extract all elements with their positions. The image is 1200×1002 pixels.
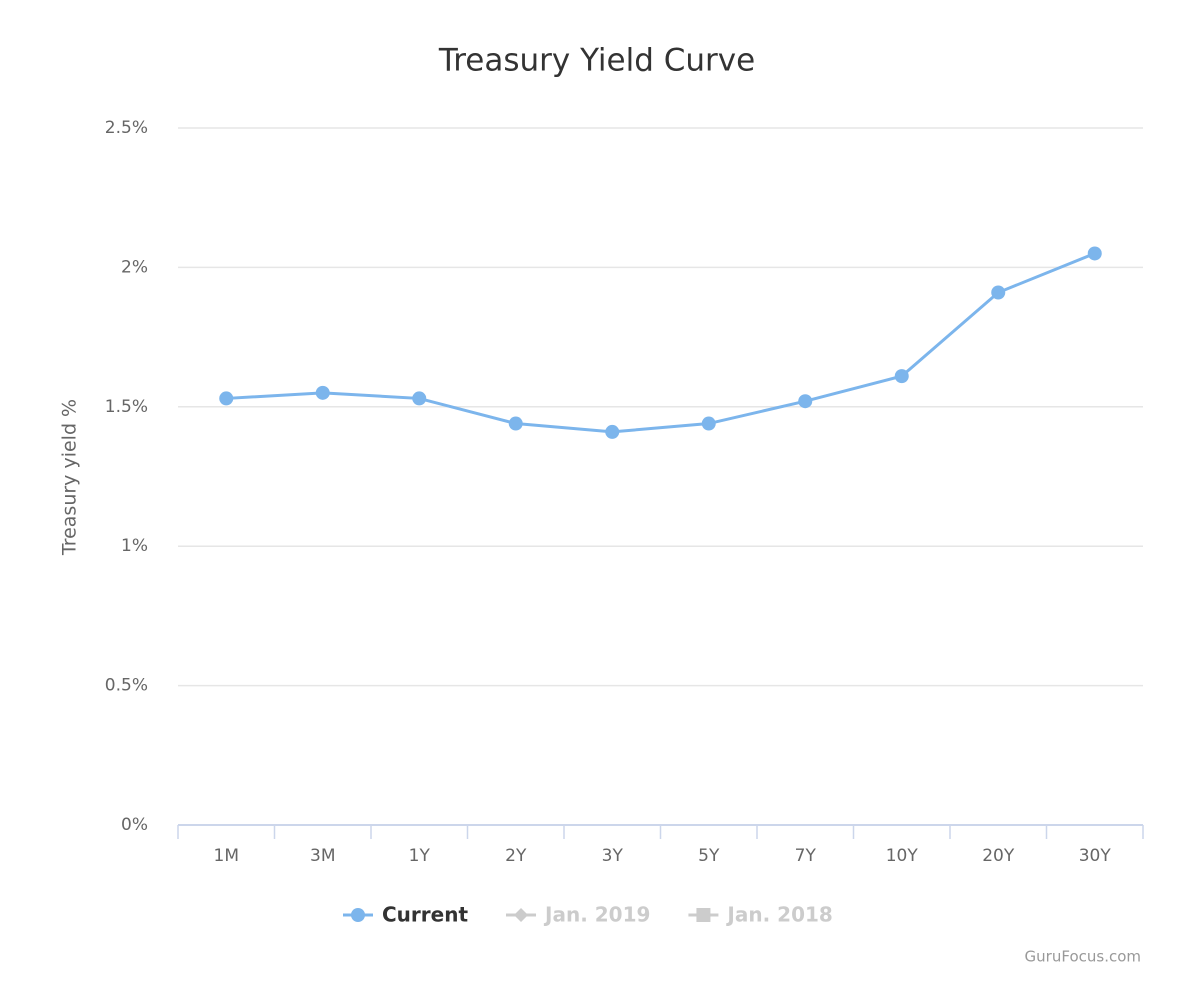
x-tick-label: 30Y xyxy=(1079,846,1112,866)
x-tick-label: 2Y xyxy=(505,846,527,866)
y-tick-label: 2% xyxy=(121,257,148,277)
marker xyxy=(696,908,711,922)
chart-title: Treasury Yield Curve xyxy=(438,43,755,79)
legend-item[interactable]: Current xyxy=(343,903,468,927)
x-tick-label: 20Y xyxy=(982,846,1015,866)
marker xyxy=(1087,246,1102,261)
y-tick-label: 1.5% xyxy=(105,397,148,417)
legend-label: Jan. 2019 xyxy=(543,903,650,927)
marker xyxy=(894,369,909,384)
x-tick-label: 7Y xyxy=(795,846,817,866)
y-tick-label: 2.5% xyxy=(105,118,148,138)
legend-item[interactable]: Jan. 2018 xyxy=(688,903,833,927)
marker xyxy=(991,285,1006,300)
y-axis-label: Treasury yield % xyxy=(59,399,81,556)
marker xyxy=(219,391,234,406)
marker xyxy=(798,394,813,409)
x-tick-label: 10Y xyxy=(886,846,919,866)
marker xyxy=(351,908,365,922)
marker xyxy=(605,424,620,439)
x-tick-label: 1M xyxy=(214,846,239,866)
x-tick-label: 3Y xyxy=(602,846,624,866)
series-line xyxy=(226,252,1096,434)
x-tick-label: 3M xyxy=(310,846,335,866)
legend-label: Current xyxy=(382,903,468,927)
marker xyxy=(412,391,427,406)
legend: Current Jan. 2019 Jan. 2018 xyxy=(343,903,833,927)
credit: GuruFocus.com xyxy=(1025,948,1141,966)
legend-label: Jan. 2018 xyxy=(725,903,832,927)
y-tick-label: 1% xyxy=(121,536,148,556)
marker xyxy=(508,416,523,431)
marker xyxy=(701,416,716,431)
y-tick-label: 0.5% xyxy=(105,676,148,696)
marker xyxy=(514,908,529,922)
x-tick-label: 1Y xyxy=(409,846,431,866)
marker xyxy=(315,385,330,400)
x-tick-label: 5Y xyxy=(698,846,720,866)
y-tick-label: 0% xyxy=(121,815,148,835)
legend-item[interactable]: Jan. 2019 xyxy=(506,903,650,927)
